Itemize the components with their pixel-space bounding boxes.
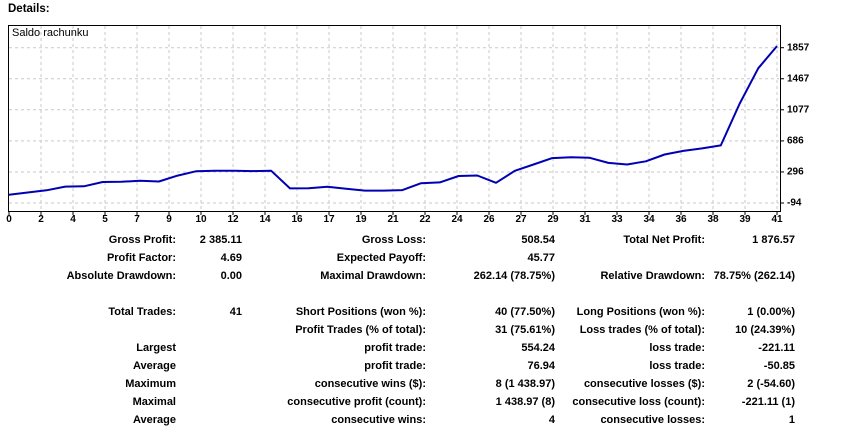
- stat-value: 2 385.11: [199, 234, 242, 246]
- stat-label: [0, 321, 176, 339]
- stat-value: 76.94: [527, 360, 555, 372]
- stat-value: 1 876.57: [752, 234, 795, 246]
- stat-label: Gross Loss:: [361, 234, 426, 246]
- stat-value: 1 (0.00%): [747, 306, 795, 318]
- stat-value: [176, 339, 244, 357]
- stat-value: 0.00: [220, 270, 242, 282]
- stat-value: 2 (-54.60): [747, 378, 795, 390]
- stat-value: 10 (24.39%): [735, 324, 795, 336]
- stat-value: 554.24: [521, 342, 555, 354]
- stat-label: Expected Payoff:: [336, 252, 426, 264]
- stat-value: -50.85: [763, 360, 795, 372]
- stat-label: consecutive profit (count):: [287, 396, 426, 408]
- stat-value: [176, 321, 244, 339]
- stat-value: 508.54: [521, 234, 555, 246]
- stat-label: Short Positions (won %):: [295, 306, 426, 318]
- stat-label: loss trade:: [649, 360, 705, 372]
- stat-value: 40 (77.50%): [495, 306, 555, 318]
- stat-label: Maximum: [125, 378, 176, 390]
- details-title: Details:: [8, 3, 50, 15]
- stat-label: loss trade:: [649, 342, 705, 354]
- stat-label: consecutive wins ($):: [314, 378, 426, 390]
- stat-value: 4: [548, 414, 555, 426]
- stat-value: 8 (1 438.97): [495, 378, 555, 390]
- stat-value: [176, 357, 244, 375]
- balance-chart: Saldo rachunku 1857 1467 1077 686 296 -94 0 2 4 5…: [6, 25, 848, 225]
- stat-value: 45.77: [527, 252, 555, 264]
- stat-label: [557, 249, 705, 267]
- stat-value: 78.75% (262.14): [713, 270, 795, 282]
- stat-label: Gross Profit:: [108, 234, 176, 246]
- stats-gap: [0, 285, 797, 301]
- stat-label: Loss trades (% of total):: [579, 324, 705, 336]
- stat-label: Average: [132, 414, 176, 426]
- stat-label: Relative Drawdown:: [600, 270, 705, 282]
- stat-value: [176, 393, 244, 411]
- stat-label: consecutive losses:: [600, 414, 705, 426]
- stat-label: Total Net Profit:: [623, 234, 705, 246]
- stat-value: [705, 249, 797, 267]
- stat-value: 1 438.97 (8): [495, 396, 555, 408]
- stat-label: consecutive wins:: [331, 414, 426, 426]
- stat-label: profit trade:: [364, 360, 426, 372]
- stat-label: profit trade:: [364, 342, 426, 354]
- stat-label: Maximal Drawdown:: [320, 270, 426, 282]
- stat-value: [176, 411, 244, 429]
- stat-value: 31 (75.61%): [495, 324, 555, 336]
- stat-value: -221.11: [758, 342, 795, 354]
- stats-table: Gross Profit: 2 385.11 Gross Loss: 508.54 To…: [0, 231, 797, 429]
- stat-label: consecutive loss (count):: [572, 396, 705, 408]
- chart-plot-area: [8, 25, 784, 215]
- stat-value: 262.14 (78.75%): [473, 270, 555, 282]
- stat-label: Average: [132, 360, 176, 372]
- stat-label: consecutive losses ($):: [583, 378, 705, 390]
- stat-label: Profit Factor:: [106, 252, 176, 264]
- stat-label: Total Trades:: [108, 306, 176, 318]
- stat-label: Largest: [136, 342, 176, 354]
- stat-label: Maximal: [132, 396, 176, 408]
- balance-line: [8, 45, 778, 196]
- chart-border: [8, 25, 781, 212]
- chart-title: Saldo rachunku: [12, 27, 89, 39]
- stat-value: 41: [229, 306, 242, 318]
- stat-value: [176, 375, 244, 393]
- stat-value: -221.11 (1): [741, 396, 795, 408]
- stat-label: Profit Trades (% of total):: [295, 324, 426, 336]
- stat-label: Long Positions (won %):: [576, 306, 705, 318]
- stat-value: 4.69: [220, 252, 242, 264]
- stat-value: 1: [788, 414, 795, 426]
- stat-label: Absolute Drawdown:: [66, 270, 176, 282]
